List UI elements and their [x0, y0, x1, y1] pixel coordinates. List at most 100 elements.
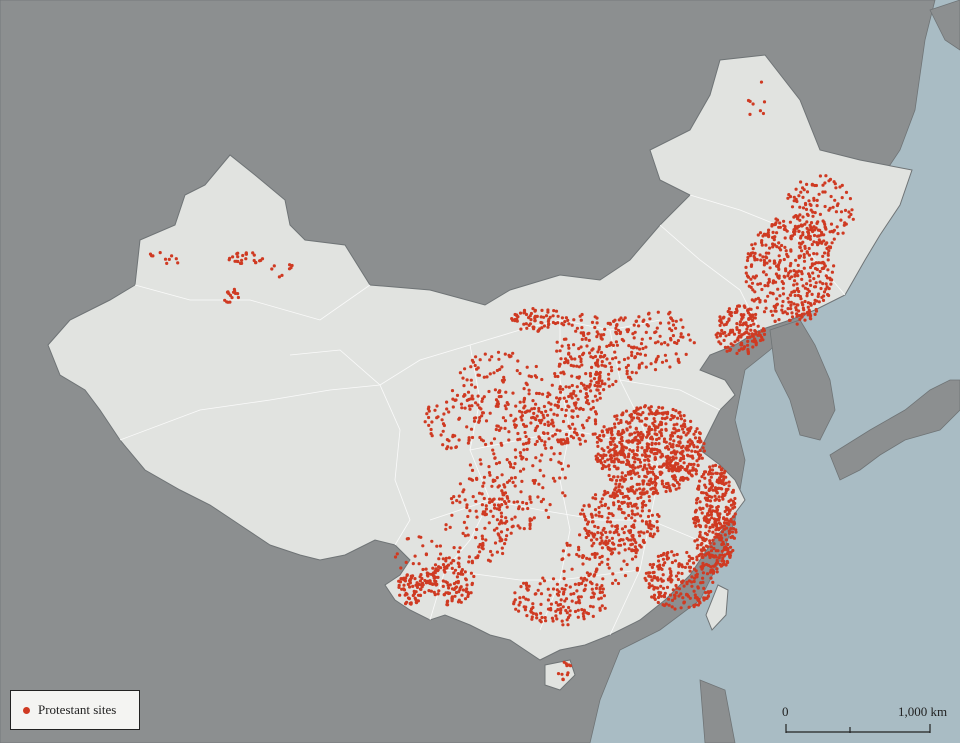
- protestant-site-marker: [637, 365, 641, 369]
- protestant-site-marker: [616, 328, 621, 332]
- protestant-site-marker: [483, 352, 487, 356]
- protestant-site-marker: [764, 273, 768, 277]
- protestant-site-marker: [664, 455, 668, 459]
- protestant-site-marker: [238, 261, 243, 265]
- protestant-site-marker: [775, 264, 779, 268]
- protestant-site-marker: [680, 571, 684, 576]
- protestant-site-marker: [695, 538, 699, 542]
- protestant-site-marker: [421, 544, 425, 548]
- protestant-site-marker: [623, 574, 628, 578]
- protestant-site-marker: [636, 512, 640, 516]
- protestant-site-marker: [540, 615, 544, 620]
- protestant-site-marker: [429, 432, 433, 436]
- protestant-site-marker: [663, 417, 667, 421]
- protestant-site-marker: [536, 495, 540, 499]
- protestant-site-marker: [729, 517, 733, 522]
- protestant-site-marker: [646, 471, 650, 475]
- protestant-site-marker: [589, 407, 593, 411]
- protestant-site-marker: [546, 423, 551, 427]
- protestant-site-marker: [493, 388, 497, 392]
- protestant-site-marker: [647, 495, 651, 499]
- protestant-site-marker: [557, 364, 561, 368]
- protestant-site-marker: [722, 527, 727, 531]
- protestant-site-marker: [591, 496, 595, 500]
- protestant-site-marker: [763, 299, 767, 303]
- protestant-site-marker: [661, 411, 666, 415]
- protestant-site-marker: [399, 566, 403, 570]
- protestant-site-marker: [716, 549, 720, 553]
- protestant-site-marker: [576, 414, 580, 418]
- protestant-site-marker: [715, 335, 719, 339]
- protestant-site-marker: [725, 320, 729, 324]
- protestant-site-marker: [696, 603, 701, 607]
- protestant-site-marker: [661, 406, 665, 410]
- protestant-site-marker: [749, 285, 753, 289]
- protestant-site-marker: [601, 355, 606, 359]
- protestant-site-marker: [851, 217, 855, 221]
- protestant-site-marker: [766, 294, 770, 298]
- protestant-site-marker: [578, 389, 583, 393]
- protestant-site-marker: [670, 431, 674, 435]
- protestant-site-marker: [647, 582, 651, 586]
- protestant-site-marker: [660, 360, 665, 364]
- protestant-site-marker: [287, 267, 292, 271]
- protestant-site-marker: [603, 327, 607, 331]
- protestant-site-marker: [540, 418, 544, 422]
- protestant-site-marker: [631, 332, 635, 336]
- protestant-site-marker: [543, 616, 547, 620]
- protestant-site-marker: [727, 511, 731, 515]
- protestant-site-marker: [562, 660, 566, 664]
- protestant-site-marker: [577, 365, 581, 369]
- protestant-site-marker: [591, 605, 595, 609]
- protestant-site-marker: [581, 353, 585, 357]
- protestant-site-marker: [673, 452, 678, 456]
- protestant-site-marker: [719, 486, 723, 491]
- protestant-site-marker: [810, 262, 815, 266]
- protestant-site-marker: [465, 583, 469, 587]
- protestant-site-marker: [813, 312, 817, 316]
- protestant-site-marker: [595, 398, 599, 402]
- protestant-site-marker: [440, 418, 444, 422]
- protestant-site-marker: [666, 551, 670, 555]
- protestant-site-marker: [500, 443, 504, 447]
- protestant-site-marker: [634, 371, 638, 375]
- protestant-site-marker: [822, 266, 826, 270]
- protestant-site-marker: [708, 479, 712, 483]
- protestant-site-marker: [418, 593, 423, 598]
- protestant-site-marker: [523, 608, 528, 612]
- protestant-site-marker: [650, 427, 654, 432]
- protestant-site-marker: [788, 195, 793, 199]
- protestant-site-marker: [456, 581, 460, 585]
- protestant-site-marker: [534, 402, 538, 406]
- protestant-site-marker: [688, 596, 692, 600]
- protestant-site-marker: [595, 435, 600, 440]
- protestant-site-marker: [514, 404, 518, 408]
- protestant-site-marker: [600, 539, 604, 543]
- protestant-sites-layer: [148, 80, 855, 682]
- protestant-site-marker: [573, 403, 577, 407]
- protestant-site-marker: [639, 406, 643, 410]
- protestant-site-marker: [531, 325, 535, 329]
- protestant-site-marker: [467, 560, 471, 564]
- protestant-site-marker: [565, 618, 569, 622]
- protestant-site-marker: [815, 198, 819, 202]
- protestant-site-marker: [635, 488, 639, 492]
- protestant-site-marker: [511, 466, 516, 470]
- protestant-site-marker: [562, 396, 566, 400]
- protestant-site-marker: [672, 484, 677, 488]
- protestant-site-marker: [646, 446, 651, 450]
- protestant-site-marker: [618, 331, 622, 336]
- protestant-site-marker: [613, 547, 617, 551]
- protestant-site-marker: [553, 374, 557, 378]
- protestant-site-marker: [815, 241, 819, 245]
- protestant-site-marker: [500, 546, 504, 550]
- protestant-site-marker: [746, 343, 750, 347]
- protestant-site-marker: [437, 557, 441, 561]
- protestant-site-marker: [814, 226, 818, 230]
- protestant-site-marker: [792, 302, 796, 306]
- protestant-site-marker: [613, 318, 617, 322]
- protestant-site-marker: [624, 446, 629, 450]
- protestant-site-marker: [648, 534, 652, 538]
- protestant-site-marker: [621, 538, 625, 542]
- protestant-site-marker: [708, 482, 712, 486]
